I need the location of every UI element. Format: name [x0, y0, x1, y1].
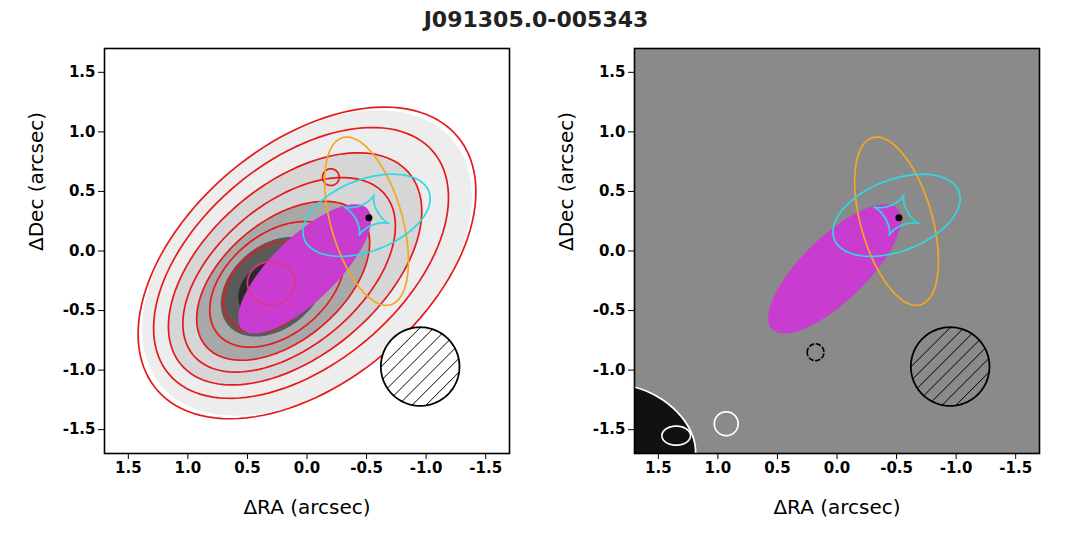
svg-text:1.0: 1.0 [69, 123, 96, 141]
svg-text:0.0: 0.0 [294, 459, 321, 477]
svg-text:-0.5: -0.5 [63, 301, 96, 319]
svg-text:0.0: 0.0 [824, 459, 851, 477]
svg-text:1.0: 1.0 [175, 459, 202, 477]
svg-text:ΔRA (arcsec): ΔRA (arcsec) [773, 495, 900, 519]
svg-text:-0.5: -0.5 [880, 459, 913, 477]
svg-text:-1.5: -1.5 [469, 459, 502, 477]
svg-text:-1.5: -1.5 [999, 459, 1032, 477]
svg-text:1.0: 1.0 [599, 123, 626, 141]
html-text:J091305.0-005343: J091305.0-005343 [423, 7, 649, 32]
svg-text:ΔDec (arcsec): ΔDec (arcsec) [554, 112, 578, 251]
svg-text:0.5: 0.5 [69, 182, 96, 200]
svg-text:1.5: 1.5 [69, 63, 96, 81]
svg-text:0.0: 0.0 [69, 242, 96, 260]
svg-text:0.5: 0.5 [234, 459, 261, 477]
svg-text:-1.0: -1.0 [593, 361, 626, 379]
svg-text:1.5: 1.5 [645, 459, 672, 477]
svg-text:-0.5: -0.5 [593, 301, 626, 319]
svg-text:ΔRA (arcsec): ΔRA (arcsec) [243, 495, 370, 519]
svg-text:0.5: 0.5 [599, 182, 626, 200]
svg-text:-0.5: -0.5 [350, 459, 383, 477]
svg-text:-1.0: -1.0 [940, 459, 973, 477]
svg-text:1.0: 1.0 [705, 459, 732, 477]
svg-text:0.0: 0.0 [599, 242, 626, 260]
svg-text:-1.5: -1.5 [63, 420, 96, 438]
svg-text:-1.0: -1.0 [410, 459, 443, 477]
svg-text:ΔDec (arcsec): ΔDec (arcsec) [24, 112, 48, 251]
svg-text:1.5: 1.5 [115, 459, 142, 477]
svg-text:-1.0: -1.0 [63, 361, 96, 379]
svg-text:-1.5: -1.5 [593, 420, 626, 438]
svg-text:0.5: 0.5 [764, 459, 791, 477]
svg-text:1.5: 1.5 [599, 63, 626, 81]
